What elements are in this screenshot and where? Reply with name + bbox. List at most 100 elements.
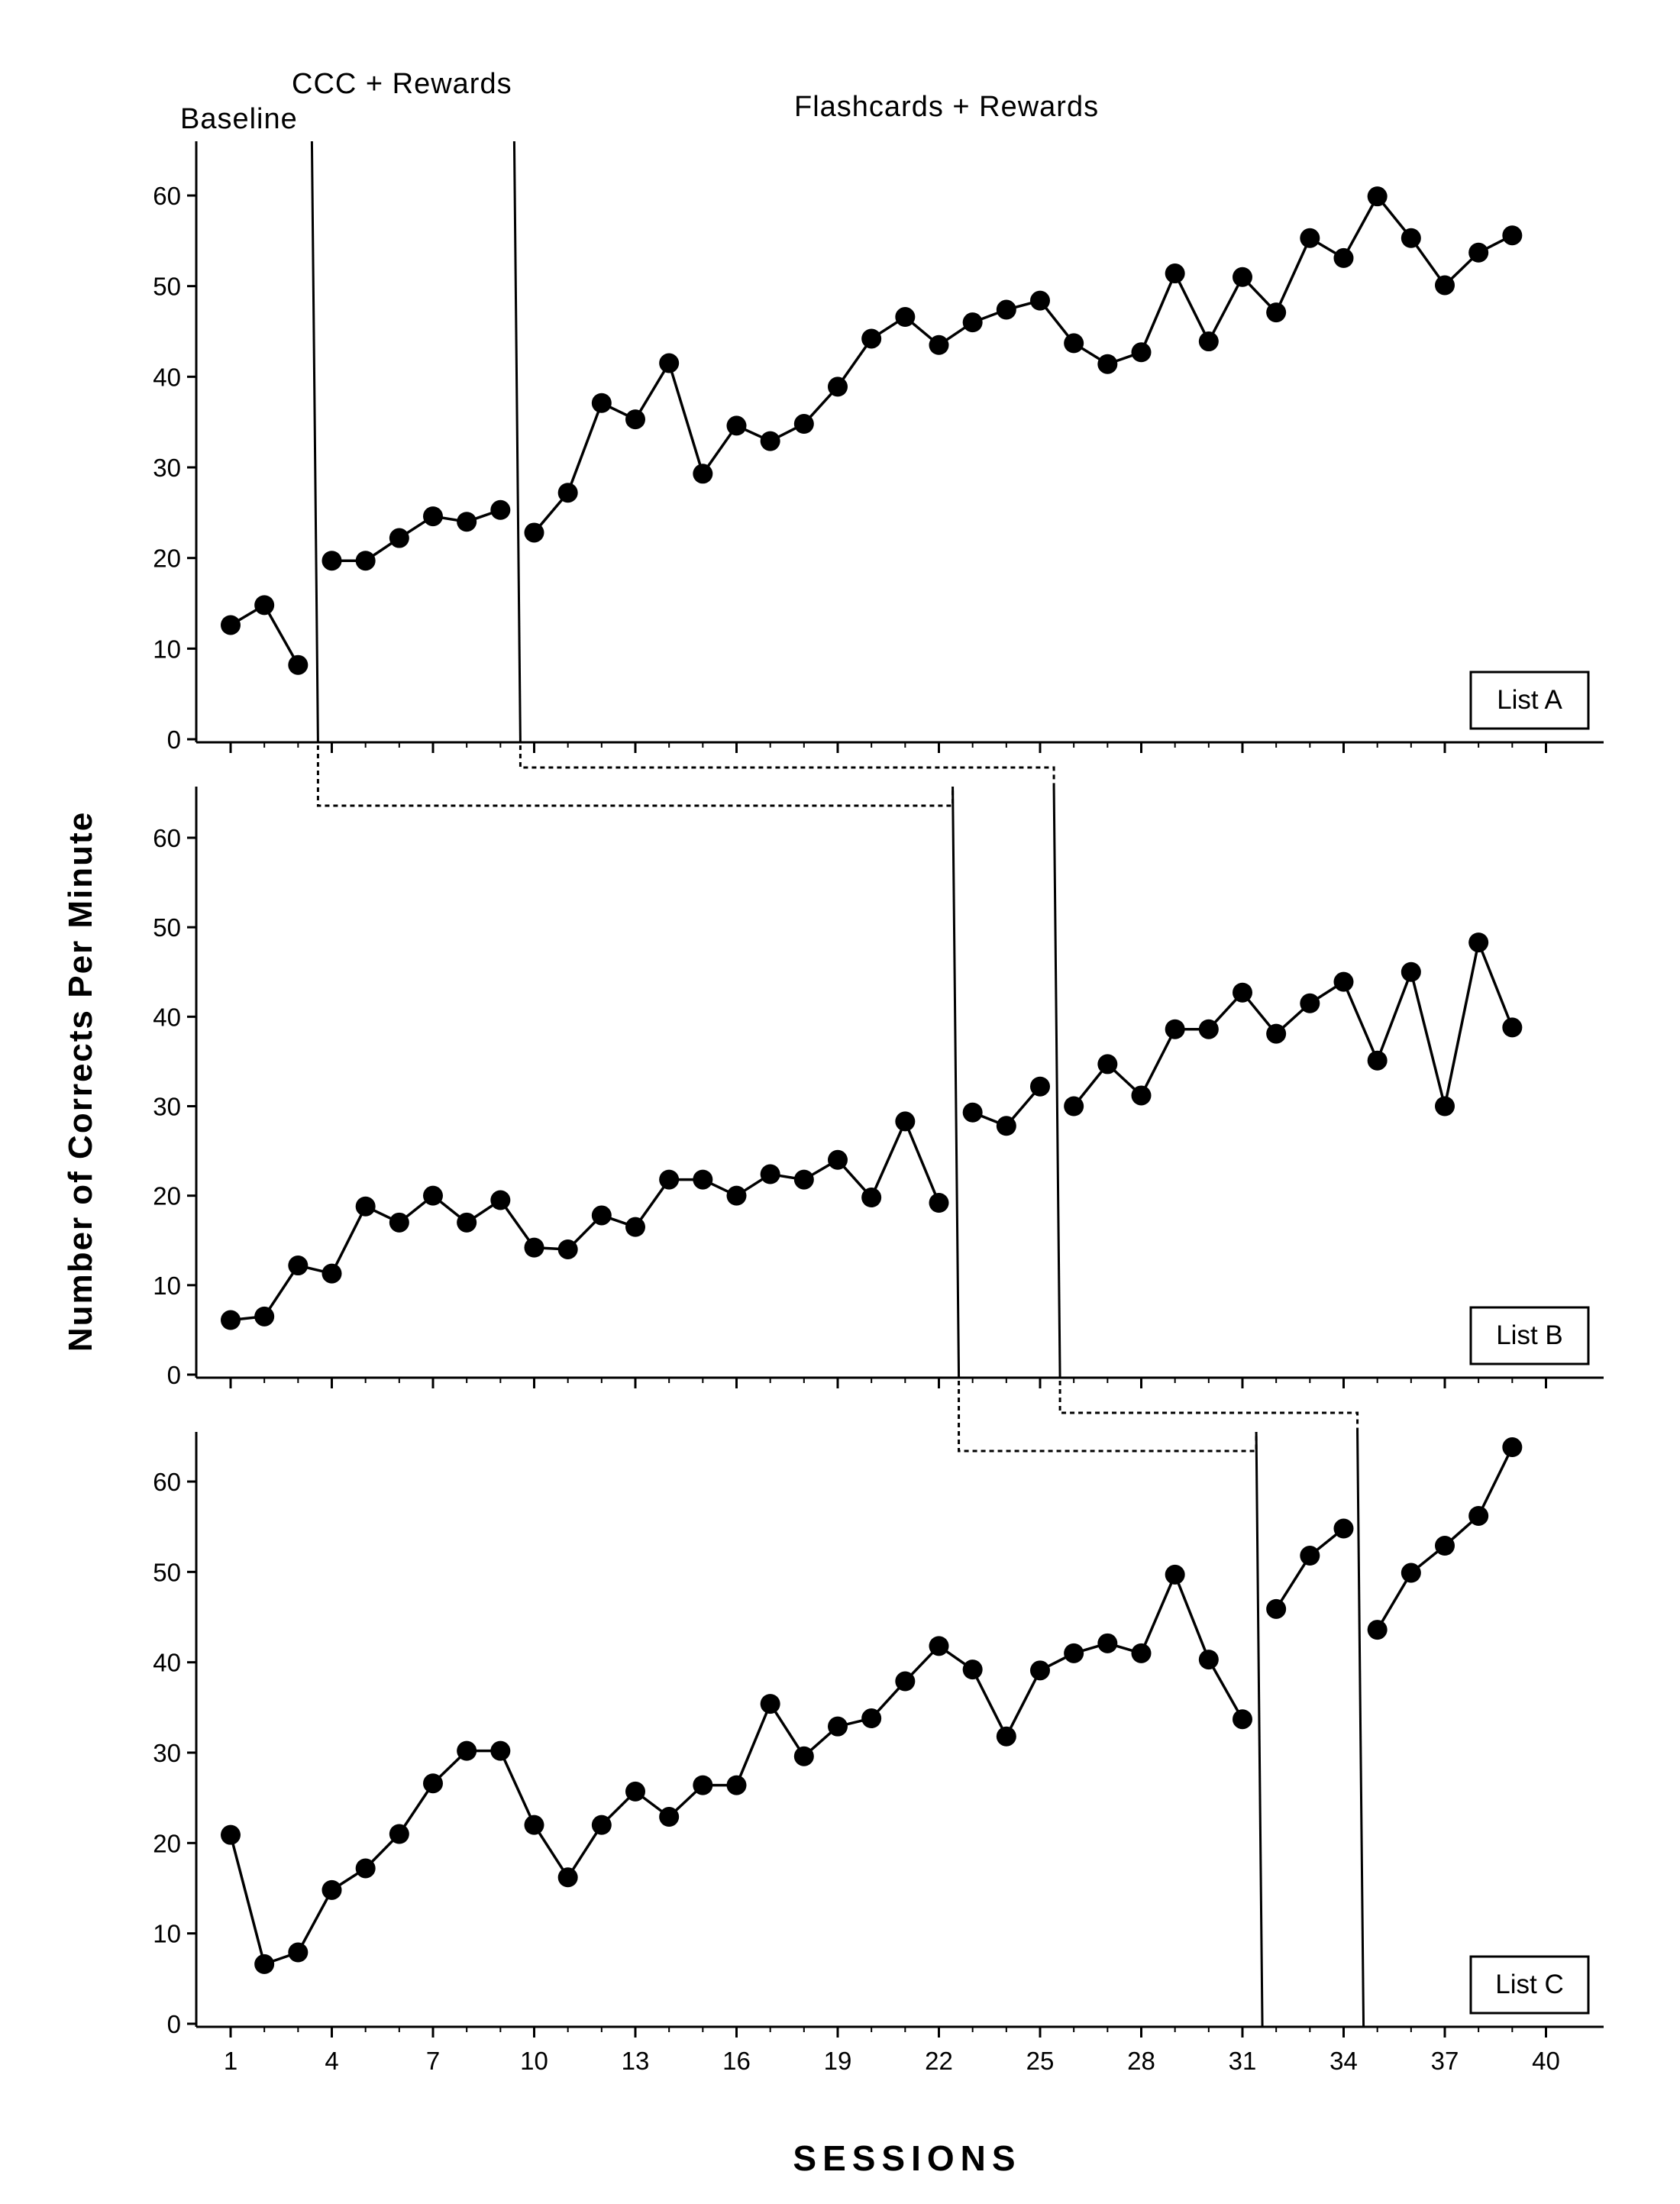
data-point [1097, 1633, 1118, 1653]
y-tick-label: 60 [153, 1468, 181, 1496]
data-point [1435, 275, 1455, 296]
data-point [693, 1169, 713, 1190]
data-point [389, 1212, 409, 1233]
data-point [659, 1169, 680, 1190]
data-point [659, 1807, 680, 1828]
data-point [389, 1824, 409, 1844]
data-point [321, 1879, 342, 1900]
data-point [591, 393, 612, 413]
data-point [693, 464, 713, 484]
data-point [1198, 331, 1219, 352]
data-point [929, 1636, 949, 1656]
data-point [1435, 1536, 1455, 1556]
list-label-box [1469, 671, 1590, 730]
x-tick-label: 31 [1229, 2047, 1257, 2075]
data-point [1502, 1017, 1523, 1038]
data-point [1468, 932, 1489, 953]
list-label-box [1469, 1955, 1590, 2015]
data-point [1502, 1437, 1523, 1458]
data-point [1367, 186, 1388, 207]
y-tick-label: 0 [167, 1361, 181, 1389]
data-point [524, 1815, 544, 1835]
data-point [557, 1867, 578, 1888]
x-tick-label: 40 [1532, 2047, 1560, 2075]
list-label: List A [1497, 685, 1562, 715]
data-point [929, 334, 949, 355]
phase-label-baseline: Baseline [180, 103, 298, 135]
data-point [288, 1256, 309, 1276]
data-point [1064, 333, 1084, 354]
x-tick-label: 19 [824, 2047, 852, 2075]
y-tick-label: 20 [153, 545, 181, 573]
data-point [254, 1954, 275, 1974]
y-tick-label: 40 [153, 363, 181, 391]
data-point [1233, 267, 1252, 287]
chart-labels: Baseline CCC + Rewards Flashcards + Rewa… [62, 68, 1098, 2178]
data-point [726, 1185, 747, 1206]
data-point [321, 1263, 342, 1284]
data-point [1333, 247, 1354, 268]
list-label-box [1469, 1306, 1590, 1365]
data-point [591, 1815, 612, 1835]
x-tick-label: 25 [1026, 2047, 1055, 2075]
data-point [760, 431, 780, 451]
data-point [1300, 993, 1320, 1013]
data-line [1275, 1527, 1345, 1610]
data-point [1233, 1709, 1252, 1730]
x-tick-label: 7 [426, 2047, 440, 2075]
phase-change-line [1255, 1431, 1264, 2028]
x-tick-label: 34 [1329, 2047, 1358, 2075]
y-tick-label: 10 [153, 1272, 181, 1300]
y-tick-label: 10 [153, 635, 181, 663]
phase-connector-dashed [316, 745, 955, 807]
data-point [1333, 1518, 1354, 1539]
x-axis-label: SESSIONS [793, 2138, 1021, 2178]
phase-connector-dashed [519, 745, 1055, 787]
y-tick-label: 50 [153, 273, 181, 301]
data-line [533, 194, 1514, 534]
data-point [1131, 1643, 1152, 1663]
data-point [861, 1188, 882, 1208]
data-point [861, 1708, 882, 1729]
data-point [1198, 1650, 1219, 1670]
data-point [1030, 1076, 1050, 1097]
data-point [760, 1694, 780, 1714]
data-point [962, 1102, 983, 1123]
data-point [1165, 263, 1185, 284]
data-point [1401, 961, 1421, 982]
data-point [962, 312, 983, 333]
y-tick-label: 60 [153, 824, 181, 852]
data-point [1097, 1054, 1118, 1075]
data-point [557, 1239, 578, 1259]
data-point [457, 1212, 477, 1233]
data-point [793, 414, 814, 435]
data-point [1165, 1564, 1185, 1585]
data-point [288, 1942, 309, 1963]
data-point [490, 1190, 511, 1210]
data-point [895, 1111, 916, 1132]
x-tick-label: 16 [722, 2047, 751, 2075]
data-point [1266, 1598, 1287, 1619]
panel-list-b: 0 10 20 30 40 50 60 List B [153, 786, 1604, 1389]
phase-change-line [1052, 786, 1061, 1378]
data-point [254, 595, 275, 616]
phase-change-line [310, 141, 319, 743]
x-tick-label: 4 [325, 2047, 338, 2075]
list-label: List C [1495, 1970, 1563, 1999]
x-tick-label: 22 [925, 2047, 953, 2075]
x-tick-label: 10 [520, 2047, 548, 2075]
data-point [1468, 1505, 1489, 1526]
data-point [1165, 1019, 1185, 1039]
data-point [1367, 1050, 1388, 1071]
data-point [996, 299, 1016, 320]
data-point [254, 1306, 275, 1327]
data-point [1131, 1085, 1152, 1106]
data-point [221, 615, 241, 635]
panel-list-a: 0 10 20 30 40 50 60 List A [153, 141, 1604, 754]
data-point [962, 1659, 983, 1680]
data-point [895, 1671, 916, 1692]
y-tick-label: 40 [153, 1003, 181, 1031]
data-point [355, 1196, 376, 1217]
data-point [355, 1858, 376, 1879]
data-line [230, 1117, 941, 1322]
